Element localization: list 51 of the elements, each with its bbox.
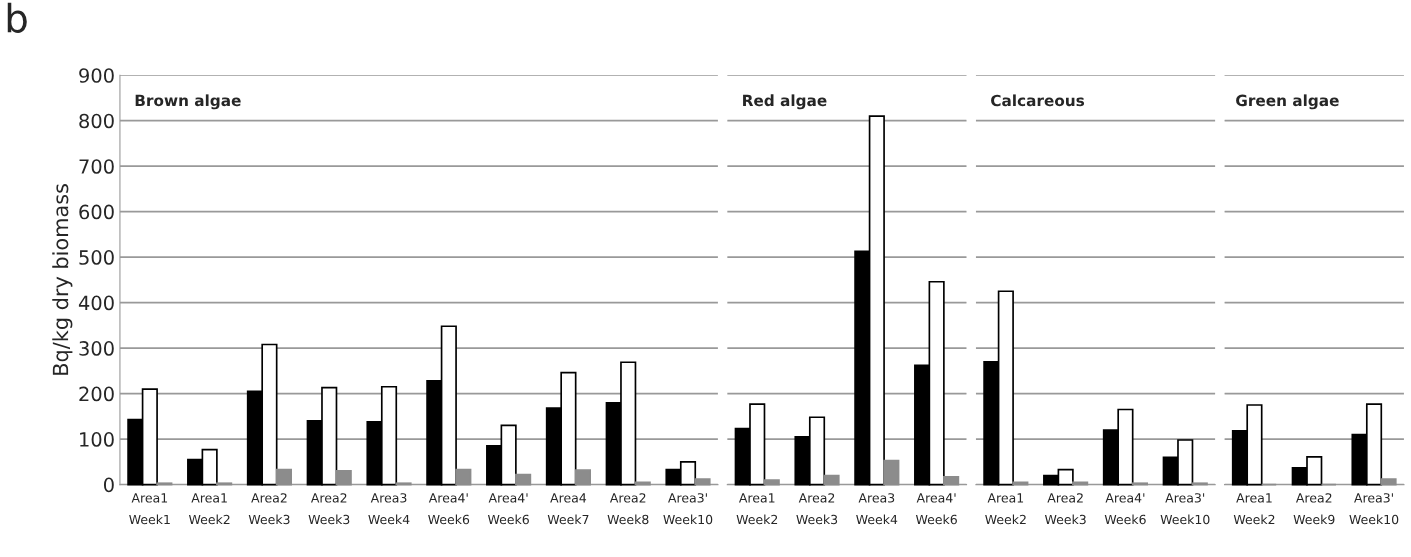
x-tick-label: Area2 Week9 [1293,493,1335,525]
bar [1072,481,1089,486]
bar [943,476,960,486]
bar [515,473,532,486]
y-tick-label: 400 [78,295,114,311]
x-tick-label: Area1 Week2 [188,493,230,525]
x-tick-label: Area3' Week10 [1349,493,1399,525]
x-tick-label: Area1 Week2 [1233,493,1275,525]
x-tick-label: Area3 Week4 [856,493,898,525]
text: Green algae [1236,94,1339,110]
bar [1380,478,1397,486]
y-tick-label: 700 [79,159,114,174]
x-tick-label: Area4' Week6 [428,493,470,525]
bar [823,474,840,486]
x-tick-label: Area1 Week1 [129,493,170,525]
bar [763,479,780,486]
x-tick-label: Area1 Week2 [985,493,1026,525]
x-tick-label: Area2 Week3 [796,493,838,525]
text: b [7,2,27,33]
x-tick-label: Area3' Week10 [663,493,713,525]
x-tick-label: Area3' Week10 [1160,493,1210,525]
y-tick-label: 900 [79,68,114,83]
bar [883,459,900,486]
bar [574,469,591,486]
x-tick-label: Area1 Week2 [736,493,778,525]
bar [275,468,293,486]
y-tick-label: 500 [79,250,114,265]
bar [1012,481,1029,486]
bar [455,468,472,486]
y-tick-label: 200 [79,386,114,402]
text: Brown algae [135,94,241,110]
y-tick-label: 300 [79,341,114,356]
x-tick-label: Area4 Week7 [547,493,589,525]
text: Red algae [743,94,827,110]
bar [694,478,711,486]
text: Calcareous [991,94,1085,107]
y-tick-label: 100 [80,432,114,447]
x-tick-label: Area4' Week6 [915,493,957,525]
x-tick-label: Area2 Week3 [308,493,350,525]
x-tick-label: Area4' Week6 [487,493,529,525]
y-tick-label: 600 [79,204,114,220]
y-tick-label: 800 [79,113,114,129]
y-axis-title: Bq/kg dry biomass [52,184,73,375]
bar [634,481,651,486]
x-tick-label: Area2 Week3 [248,493,290,525]
x-tick-label: Area4' Week6 [1104,493,1146,525]
x-tick-label: Area2 Week3 [1044,493,1086,525]
x-tick-label: Area3 Week4 [368,493,410,525]
bar [335,470,352,486]
x-tick-label: Area2 Week8 [607,493,649,525]
y-tick-label: 0 [103,477,114,493]
